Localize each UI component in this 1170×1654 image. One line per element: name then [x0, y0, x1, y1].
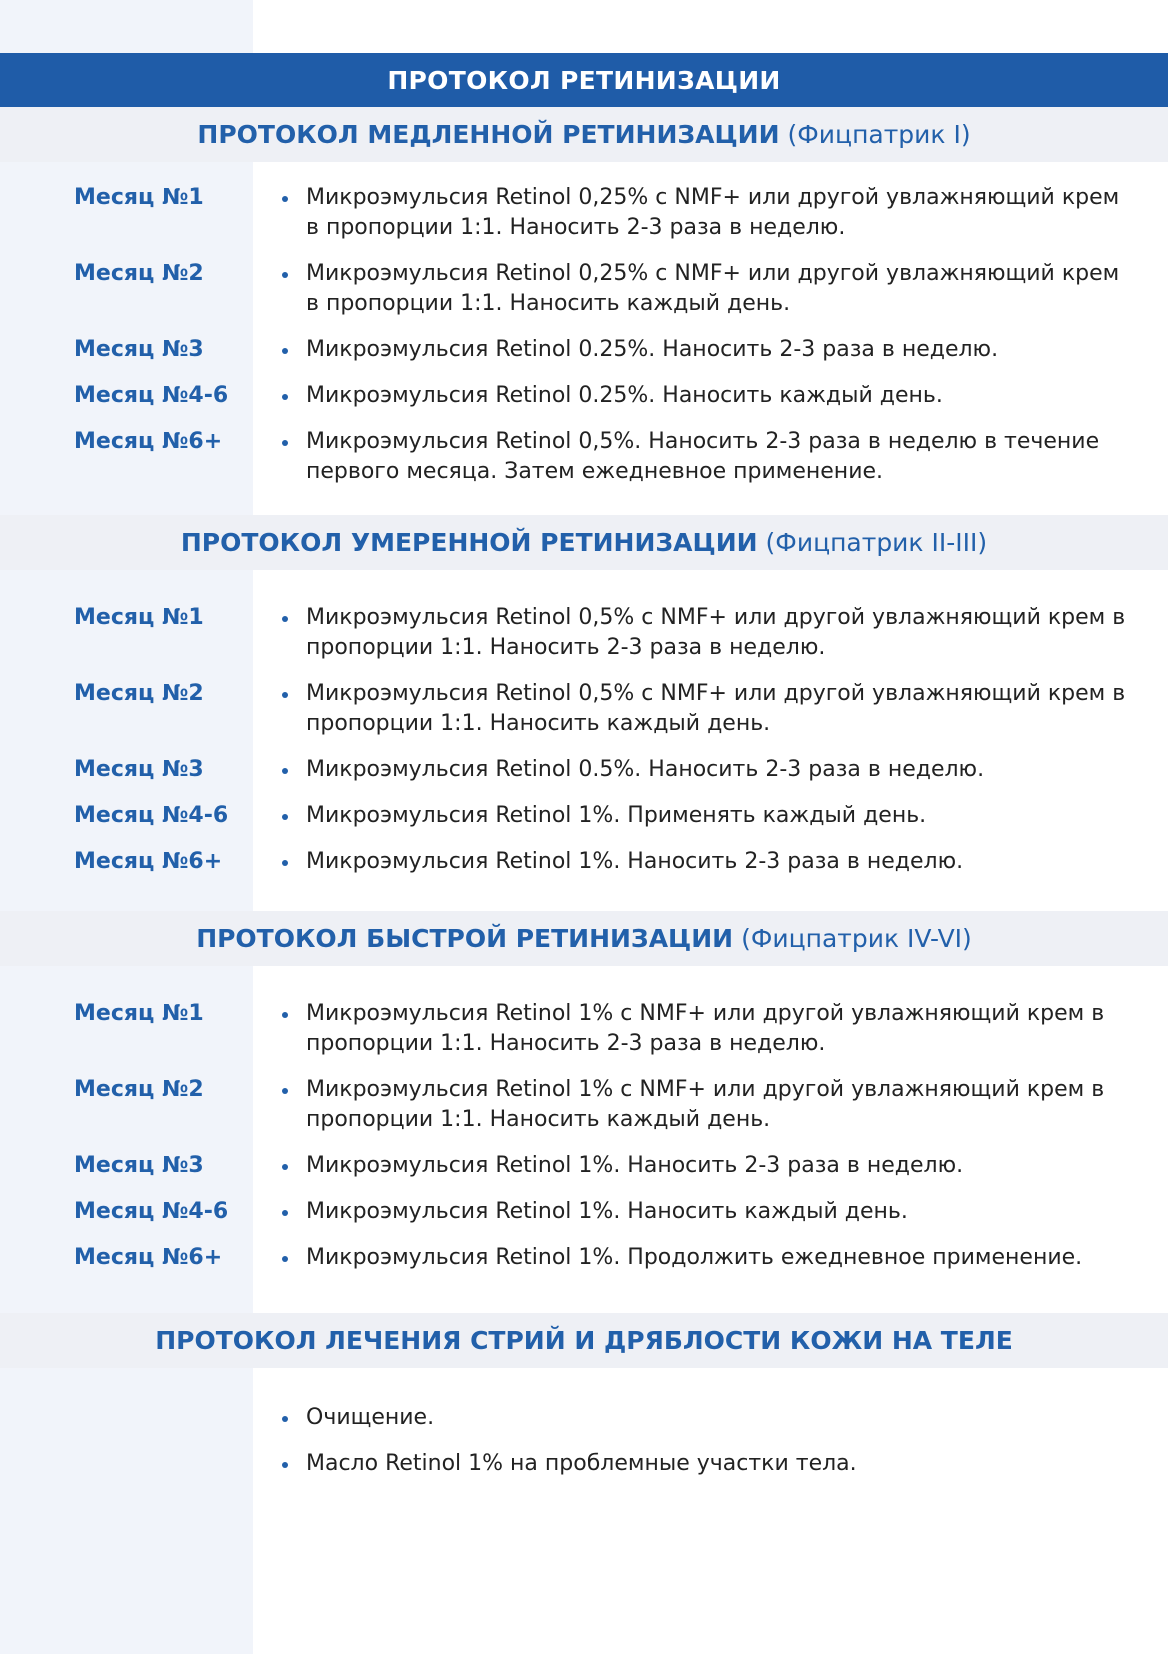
month-row: Месяц №4-6 Микроэмульсия Retinol 1%. Прим…: [0, 801, 1168, 831]
month-list: Месяц №1 Микроэмульсия Retinol 0,25% с NM…: [0, 183, 1168, 503]
month-label: Месяц №6+: [74, 429, 223, 454]
month-label: Месяц №1: [74, 1001, 204, 1026]
section-title: ПРОТОКОЛ МЕДЛЕННОЙ РЕТИНИЗАЦИИ: [197, 120, 780, 149]
month-instruction: Микроэмульсия Retinol 1%. Наносить 2-3 р…: [282, 847, 1126, 877]
section-heading: ПРОТОКОЛ ЛЕЧЕНИЯ СТРИЙ И ДРЯБЛОСТИ КОЖИ …: [0, 1313, 1168, 1368]
section-heading: ПРОТОКОЛ УМЕРЕННОЙ РЕТИНИЗАЦИИ (Фицпатрик…: [0, 515, 1168, 570]
month-row: Месяц №4-6 Микроэмульсия Retinol 0.25%. Н…: [0, 381, 1168, 411]
month-row: Месяц №6+ Микроэмульсия Retinol 1%. Нанос…: [0, 847, 1168, 877]
month-label: Месяц №6+: [74, 1245, 223, 1270]
month-label: Месяц №2: [74, 261, 204, 286]
month-instruction: Микроэмульсия Retinol 0,5% с NMF+ или др…: [282, 679, 1126, 739]
page-title: ПРОТОКОЛ РЕТИНИЗАЦИИ: [0, 53, 1168, 107]
left-column-background: [0, 0, 253, 1654]
month-instruction: Микроэмульсия Retinol 1%. Продолжить еже…: [282, 1243, 1126, 1273]
month-instruction: Микроэмульсия Retinol 0,5%. Наносить 2-3…: [282, 427, 1126, 487]
month-label: Месяц №2: [74, 681, 204, 706]
section-heading: ПРОТОКОЛ МЕДЛЕННОЙ РЕТИНИЗАЦИИ (Фицпатрик…: [0, 107, 1168, 162]
month-instruction: Микроэмульсия Retinol 0.25%. Наносить 2-…: [282, 335, 1126, 365]
month-instruction: Микроэмульсия Retinol 0,25% с NMF+ или д…: [282, 259, 1126, 319]
month-instruction: Микроэмульсия Retinol 0.25%. Наносить ка…: [282, 381, 1126, 411]
month-label: Месяц №4-6: [74, 383, 229, 408]
month-row: Месяц №3 Микроэмульсия Retinol 0.5%. Нано…: [0, 755, 1168, 785]
list-item: Очищение.: [282, 1403, 1170, 1433]
list-item: Масло Retinol 1% на проблемные участки т…: [282, 1449, 1170, 1479]
month-row: Месяц №3 Микроэмульсия Retinol 1%. Наноси…: [0, 1151, 1168, 1181]
month-row: Месяц №1 Микроэмульсия Retinol 0,25% с NM…: [0, 183, 1168, 243]
month-label: Месяц №4-6: [74, 803, 229, 828]
month-instruction: Микроэмульсия Retinol 1% с NMF+ или друг…: [282, 999, 1126, 1059]
month-row: Месяц №2 Микроэмульсия Retinol 0,5% с NMF…: [0, 679, 1168, 739]
month-instruction: Микроэмульсия Retinol 1%. Наносить кажды…: [282, 1197, 1126, 1227]
month-instruction: Микроэмульсия Retinol 0,5% с NMF+ или др…: [282, 603, 1126, 663]
section-heading: ПРОТОКОЛ БЫСТРОЙ РЕТИНИЗАЦИИ (Фицпатрик I…: [0, 911, 1168, 966]
month-instruction: Микроэмульсия Retinol 1%. Применять кажд…: [282, 801, 1126, 831]
month-instruction: Микроэмульсия Retinol 0,25% с NMF+ или д…: [282, 183, 1126, 243]
month-list: Месяц №1 Микроэмульсия Retinol 1% с NMF+ …: [0, 999, 1168, 1289]
body-protocol-list: Очищение. Масло Retinol 1% на проблемные …: [0, 1403, 1168, 1495]
month-label: Месяц №6+: [74, 849, 223, 874]
section-title: ПРОТОКОЛ БЫСТРОЙ РЕТИНИЗАЦИИ: [196, 924, 734, 953]
month-label: Месяц №3: [74, 757, 204, 782]
section-subtitle: (Фицпатрик II-III): [765, 528, 988, 557]
section-title: ПРОТОКОЛ ЛЕЧЕНИЯ СТРИЙ И ДРЯБЛОСТИ КОЖИ …: [155, 1326, 1013, 1355]
section-subtitle: (Фицпатрик IV-VI): [741, 924, 972, 953]
month-row: Месяц №4-6 Микроэмульсия Retinol 1%. Нано…: [0, 1197, 1168, 1227]
month-label: Месяц №4-6: [74, 1199, 229, 1224]
month-label: Месяц №3: [74, 337, 204, 362]
month-row: Месяц №2 Микроэмульсия Retinol 0,25% с NM…: [0, 259, 1168, 319]
month-instruction: Микроэмульсия Retinol 1% с NMF+ или друг…: [282, 1075, 1126, 1135]
month-label: Месяц №1: [74, 185, 204, 210]
month-row: Месяц №1 Микроэмульсия Retinol 0,5% с NMF…: [0, 603, 1168, 663]
month-label: Месяц №1: [74, 605, 204, 630]
month-row: Месяц №3 Микроэмульсия Retinol 0.25%. Нан…: [0, 335, 1168, 365]
month-row: Месяц №2 Микроэмульсия Retinol 1% с NMF+ …: [0, 1075, 1168, 1135]
section-title: ПРОТОКОЛ УМЕРЕННОЙ РЕТИНИЗАЦИИ: [180, 528, 758, 557]
month-label: Месяц №3: [74, 1153, 204, 1178]
month-label: Месяц №2: [74, 1077, 204, 1102]
month-list: Месяц №1 Микроэмульсия Retinol 0,5% с NMF…: [0, 603, 1168, 893]
month-row: Месяц №6+ Микроэмульсия Retinol 1%. Продо…: [0, 1243, 1168, 1273]
month-row: Месяц №1 Микроэмульсия Retinol 1% с NMF+ …: [0, 999, 1168, 1059]
section-subtitle: (Фицпатрик I): [787, 120, 971, 149]
month-instruction: Микроэмульсия Retinol 0.5%. Наносить 2-3…: [282, 755, 1126, 785]
month-row: Месяц №6+ Микроэмульсия Retinol 0,5%. Нан…: [0, 427, 1168, 487]
month-instruction: Микроэмульсия Retinol 1%. Наносить 2-3 р…: [282, 1151, 1126, 1181]
